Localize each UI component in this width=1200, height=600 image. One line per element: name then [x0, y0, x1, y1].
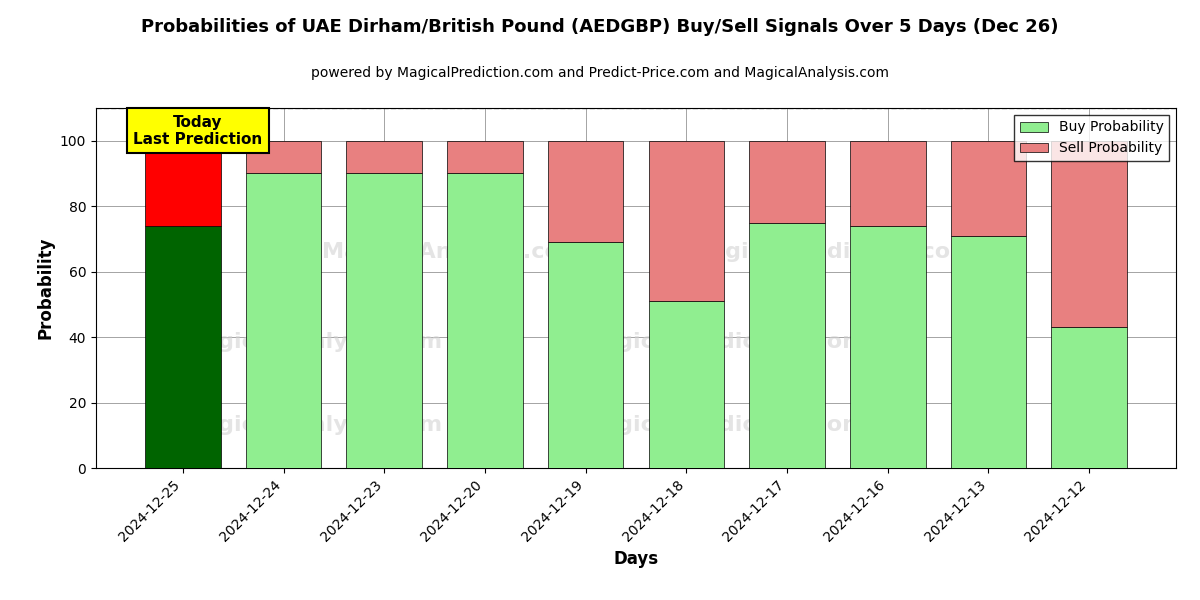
Text: MagicalPrediction.com: MagicalPrediction.com — [580, 415, 865, 435]
Text: powered by MagicalPrediction.com and Predict-Price.com and MagicalAnalysis.com: powered by MagicalPrediction.com and Pre… — [311, 66, 889, 80]
Text: MagicalAnalysis.com: MagicalAnalysis.com — [181, 415, 443, 435]
Bar — [246, 173, 322, 468]
Text: MagicalAnalysis.com: MagicalAnalysis.com — [322, 242, 583, 262]
Bar — [347, 141, 422, 173]
Bar — [749, 141, 824, 223]
Legend: Buy Probability, Sell Probability: Buy Probability, Sell Probability — [1014, 115, 1169, 161]
Text: MagicalAnalysis.com: MagicalAnalysis.com — [181, 332, 443, 352]
Text: MagicalPrediction.com: MagicalPrediction.com — [688, 242, 973, 262]
Bar — [448, 141, 523, 173]
Bar — [145, 141, 221, 226]
Bar — [950, 141, 1026, 236]
Bar — [749, 223, 824, 468]
Bar — [950, 236, 1026, 468]
Bar — [1051, 327, 1127, 468]
Bar — [850, 226, 925, 468]
Bar — [548, 242, 624, 468]
Bar — [850, 141, 925, 226]
Bar — [648, 301, 724, 468]
Y-axis label: Probability: Probability — [36, 237, 54, 339]
Bar — [448, 173, 523, 468]
Bar — [548, 141, 624, 242]
X-axis label: Days: Days — [613, 550, 659, 568]
Text: Today
Last Prediction: Today Last Prediction — [133, 115, 263, 147]
Bar — [1051, 141, 1127, 327]
Bar — [648, 141, 724, 301]
Bar — [145, 226, 221, 468]
Text: Probabilities of UAE Dirham/British Pound (AEDGBP) Buy/Sell Signals Over 5 Days : Probabilities of UAE Dirham/British Poun… — [142, 18, 1058, 36]
Bar — [347, 173, 422, 468]
Bar — [246, 141, 322, 173]
Text: MagicalPrediction.com: MagicalPrediction.com — [580, 332, 865, 352]
